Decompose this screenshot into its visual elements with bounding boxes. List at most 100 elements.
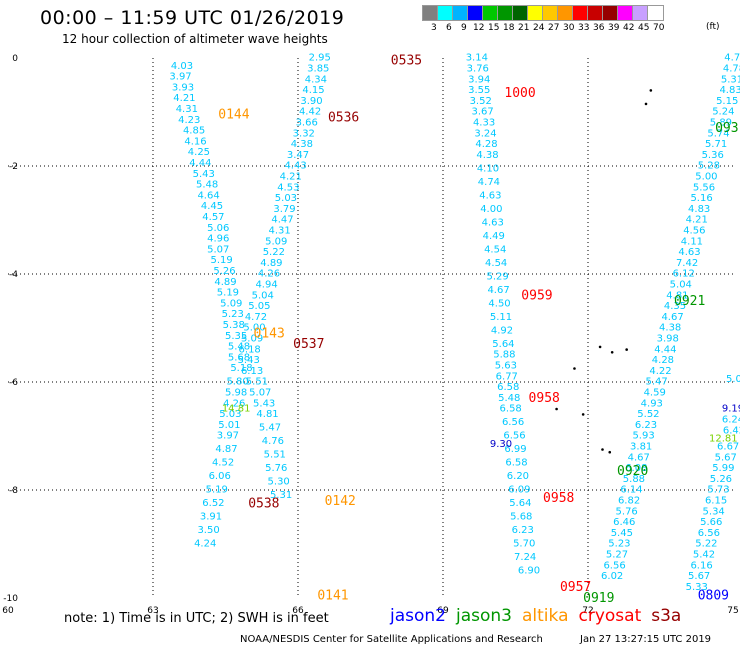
wave-height-value: 4.21 bbox=[280, 172, 302, 183]
wave-height-value: 4.83 bbox=[688, 204, 710, 215]
wave-height-value: 4.33 bbox=[473, 118, 495, 129]
satellite-legend: jason2 jason3 altika cryosat s3a bbox=[390, 606, 691, 626]
wave-height-value: 5.68 bbox=[510, 512, 532, 523]
island-marker bbox=[598, 345, 602, 349]
wave-height-value: 5.03 bbox=[219, 409, 241, 420]
wave-height-value: 9.19 bbox=[722, 404, 740, 415]
wave-height-value: 7.24 bbox=[514, 552, 536, 563]
wave-height-value: 5.48 bbox=[498, 393, 520, 404]
pass-time-label: 0535 bbox=[391, 54, 422, 69]
wave-height-value: 4.31 bbox=[176, 104, 198, 115]
island-marker bbox=[608, 450, 612, 454]
wave-height-value: 4.85 bbox=[183, 126, 205, 137]
wave-height-value: 4.38 bbox=[476, 150, 498, 161]
wave-height-value: 5.66 bbox=[700, 517, 722, 528]
pass-time-label: 0959 bbox=[521, 289, 552, 304]
wave-height-value: 4.03 bbox=[171, 61, 193, 72]
pass-time-label: 0809 bbox=[698, 588, 729, 603]
wave-height-value: 5.45 bbox=[611, 528, 633, 539]
pass-time-label: 0537 bbox=[293, 337, 324, 352]
legend-level: 9 bbox=[461, 23, 467, 33]
pass-time-label: 0141 bbox=[317, 588, 348, 603]
wave-height-value: 4.47 bbox=[271, 215, 293, 226]
wave-height-value: 7.42 bbox=[676, 258, 698, 269]
island-marker bbox=[555, 407, 558, 411]
wave-height-value: 4.89 bbox=[260, 258, 282, 269]
pass-time-label: 0538 bbox=[248, 497, 279, 512]
wave-height-value: 6.82 bbox=[618, 496, 640, 507]
wave-height-value: 5.30 bbox=[268, 477, 290, 488]
wave-height-value: 4.38 bbox=[291, 139, 313, 150]
wave-height-value: 5.76 bbox=[616, 506, 638, 517]
wave-height-value: 5.36 bbox=[702, 150, 724, 161]
legend-level: 42 bbox=[623, 23, 635, 33]
wave-height-value: 6.16 bbox=[690, 560, 712, 571]
wave-height-value: 4.96 bbox=[207, 234, 229, 245]
satellite-legend-entry: jason3 bbox=[456, 606, 512, 626]
wave-height-value: 6.15 bbox=[705, 496, 727, 507]
wave-height-value: 4.63 bbox=[678, 247, 700, 258]
wave-height-value: 4.31 bbox=[269, 226, 291, 237]
legend-level: 18 bbox=[503, 23, 515, 33]
legend-level: 70 bbox=[653, 23, 665, 33]
wave-height-value: 4.54 bbox=[485, 258, 507, 269]
wave-height-value: 5.19 bbox=[211, 255, 233, 266]
pass-time-label: 093 bbox=[715, 121, 738, 136]
wave-height-value: 6.58 bbox=[497, 382, 519, 393]
wave-height-value: 5.38 bbox=[223, 320, 245, 331]
wave-height-value: 5.22 bbox=[695, 539, 717, 550]
wave-height-value: 4.76 bbox=[262, 436, 284, 447]
wave-height-value: 5.19 bbox=[217, 288, 239, 299]
x-tick-label: 69 bbox=[437, 606, 449, 616]
wave-height-value: 3.67 bbox=[472, 107, 494, 118]
island-marker bbox=[581, 413, 585, 416]
y-tick-label: 0 bbox=[12, 54, 18, 64]
wave-height-value: 5.68 bbox=[228, 352, 250, 363]
wave-height-value: 4.87 bbox=[215, 444, 237, 455]
wave-height-value: 6.12 bbox=[673, 269, 695, 280]
wave-height-value: 4.21 bbox=[173, 93, 195, 104]
wave-height-value: 5.22 bbox=[263, 247, 285, 258]
wave-height-value: 5.51 bbox=[264, 450, 286, 461]
legend-level: 39 bbox=[608, 23, 620, 33]
wave-height-value: 4.52 bbox=[212, 458, 234, 469]
wave-height-value: 4.16 bbox=[184, 136, 206, 147]
legend-unit: (ft) bbox=[706, 22, 720, 32]
wave-height-value: 5.15 bbox=[716, 96, 738, 107]
pass-time-label: 0958 bbox=[529, 391, 560, 406]
legend-level: 15 bbox=[488, 23, 500, 33]
wave-height-value: 6.24 bbox=[722, 415, 740, 426]
wave-height-value: 6.42 bbox=[723, 425, 740, 436]
legend-swatch bbox=[647, 5, 664, 21]
wave-height-value: 5.47 bbox=[259, 423, 281, 434]
pass-time-label: 0957 bbox=[560, 580, 591, 595]
wave-height-value: 6.06 bbox=[209, 471, 231, 482]
wave-height-value: 4.56 bbox=[683, 226, 705, 237]
wave-height-value: 5.09 bbox=[265, 236, 287, 247]
wave-height-value: 5.35 bbox=[225, 331, 247, 342]
wave-height-value: 5.52 bbox=[637, 409, 659, 420]
wave-height-value: 4.67 bbox=[628, 452, 650, 463]
wave-height-value: 5.70 bbox=[513, 539, 535, 550]
map-title: 00:00 – 11:59 UTC 01/26/2019 bbox=[40, 7, 345, 29]
wave-height-value: 3.32 bbox=[293, 128, 315, 139]
wave-height-value: 5.89 bbox=[710, 118, 732, 129]
y-tick-label: -2 bbox=[9, 162, 18, 172]
wave-height-value: 5.27 bbox=[606, 550, 628, 561]
pass-time-label: 0920 bbox=[617, 464, 648, 479]
x-tick-label: 63 bbox=[147, 606, 158, 616]
pass-time-label: 0536 bbox=[328, 110, 359, 125]
wave-height-value: 3.47 bbox=[287, 150, 309, 161]
wave-height-value: 4.50 bbox=[488, 298, 510, 309]
island-marker bbox=[573, 367, 576, 370]
wave-height-value: 4.44 bbox=[654, 344, 676, 355]
x-tick-label: 60 bbox=[2, 606, 14, 616]
y-tick-label: -6 bbox=[9, 378, 18, 388]
legend-level: 33 bbox=[578, 23, 590, 33]
wave-height-value: 6.23 bbox=[512, 525, 534, 536]
wave-height-value: 4.11 bbox=[681, 236, 703, 247]
island-marker bbox=[649, 89, 653, 92]
wave-height-value: 4.23 bbox=[178, 115, 200, 126]
wave-height-value: 4.15 bbox=[302, 85, 324, 96]
